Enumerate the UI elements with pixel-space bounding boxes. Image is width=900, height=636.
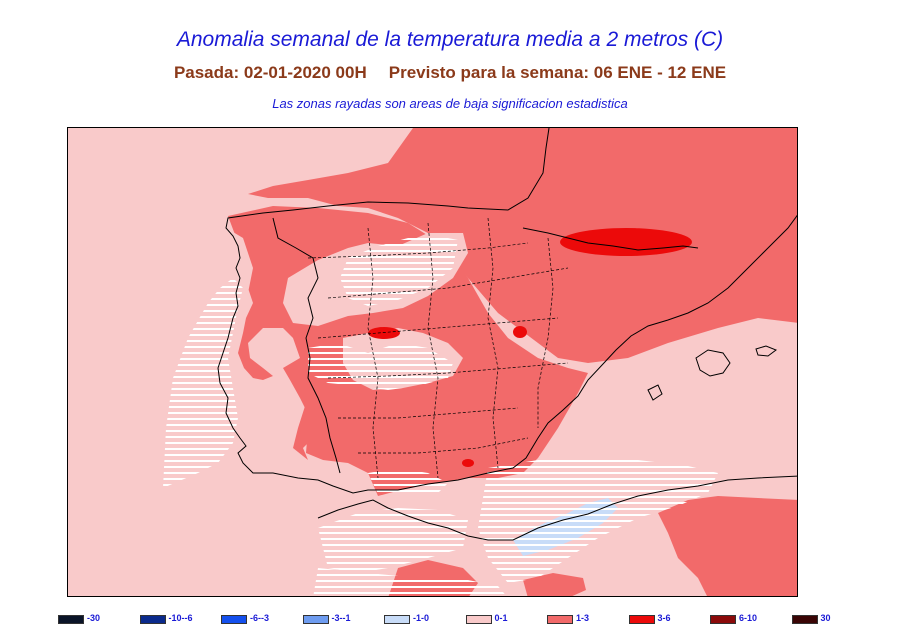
anomaly-1-3-africa — [658, 496, 797, 596]
legend-swatch — [139, 615, 166, 624]
legend-label: -10--6 — [168, 613, 193, 623]
hatch-africa-south — [313, 568, 507, 596]
legend-swatch — [710, 615, 736, 624]
legend-swatch — [791, 615, 818, 624]
anomaly-3-6-pyrenees — [560, 228, 692, 256]
hatch-mediterranean — [478, 458, 718, 583]
hatch-tajo — [308, 343, 453, 390]
run-label: Pasada: 02-01-2020 00H — [173, 63, 367, 82]
legend-label: 3-6 — [657, 613, 671, 623]
legend-label: 0-1 — [494, 613, 508, 623]
legend-label: -3--1 — [331, 613, 351, 623]
anomaly-1-3-southwest — [308, 420, 343, 446]
border-portugal-spain — [272, 217, 341, 474]
hatch-south-coast — [368, 468, 448, 496]
legend-label: -6--3 — [250, 613, 270, 623]
anomaly-map — [67, 127, 798, 597]
legend-swatch — [628, 615, 655, 624]
legend-swatch — [465, 615, 492, 624]
anomaly-3-6-center-west — [368, 327, 400, 339]
legend-label: -1-0 — [413, 613, 430, 623]
hatch-atlantic — [163, 278, 243, 488]
island-menorca — [755, 345, 778, 357]
legend: -30 -10--6 -6--3 -3--1 -1-0 0-1 1-3 3-6 6-10 30 — [58, 613, 898, 629]
legend-label: 6-10 — [739, 613, 758, 623]
forecast-label: Previsto para la semana: 06 ENE - 12 ENE — [388, 63, 727, 82]
province-borders — [307, 217, 569, 479]
anomaly-3-6-center-east — [513, 326, 527, 338]
hatch-note: Las zonas rayadas son areas de baja sign… — [272, 96, 628, 111]
anomaly-1-3-northeast — [248, 128, 797, 363]
anomaly-3-6-southeast — [462, 459, 474, 467]
legend-label: -30 — [87, 613, 101, 623]
hatch-duero — [340, 236, 458, 306]
island-ibiza — [647, 384, 663, 401]
legend-label: 1-3 — [576, 613, 590, 623]
legend-label: 30 — [820, 613, 831, 623]
legend-swatch — [547, 615, 573, 624]
legend-swatch — [384, 615, 410, 624]
legend-swatch — [302, 615, 329, 624]
map-title: Anomalia semanal de la temperatura media… — [176, 28, 724, 51]
border-france-spain — [522, 227, 699, 251]
coastline-iberia — [217, 128, 797, 494]
anomaly-1-3-africa-mid — [523, 573, 586, 596]
legend-swatch — [221, 615, 247, 624]
legend-swatch — [58, 615, 84, 624]
coastline-africa — [317, 475, 797, 541]
run-info: Pasada: 02-01-2020 00H Previsto para la s… — [0, 63, 900, 83]
island-mallorca — [695, 349, 731, 377]
hatch-gibraltar — [318, 508, 468, 573]
